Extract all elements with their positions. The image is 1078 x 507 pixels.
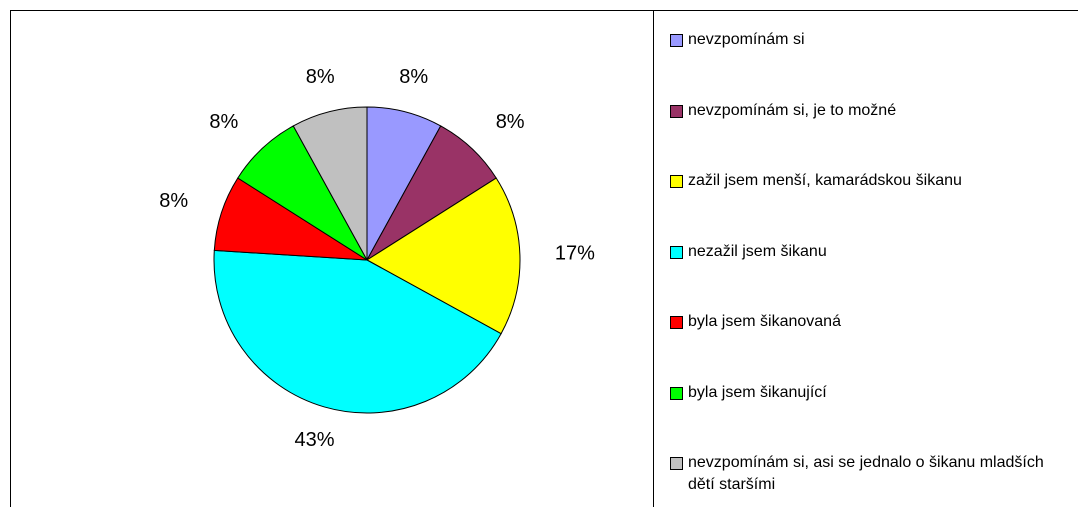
- legend-item: zažil jsem menší, kamarádskou šikanu: [670, 170, 962, 192]
- legend-item: nezažil jsem šikanu: [670, 241, 827, 263]
- data-label: 17%: [555, 242, 595, 264]
- legend-swatch: [670, 104, 683, 118]
- data-label: 8%: [159, 190, 188, 212]
- legend-label: byla jsem šikanovaná: [688, 313, 841, 330]
- legend-label: nevzpomínám si, je to možné: [688, 101, 897, 119]
- data-label: 8%: [496, 111, 525, 133]
- legend-swatch: [670, 245, 683, 259]
- legend-swatch: [670, 316, 683, 329]
- legend-swatch: [670, 175, 683, 188]
- data-label: 8%: [209, 111, 238, 133]
- legend-label: nezažil jsem šikanu: [688, 242, 827, 260]
- legend-item: nevzpomínám si: [670, 29, 805, 51]
- pie-slice: [366, 177, 521, 335]
- legend-label: nevzpomínám si: [688, 31, 805, 48]
- legend-item: byla jsem šikanující: [670, 382, 827, 404]
- data-label: 8%: [306, 66, 335, 88]
- legend-label: zažil jsem menší, kamarádskou šikanu: [688, 172, 962, 189]
- legend-swatch: [670, 457, 683, 470]
- legend-swatch: [670, 34, 683, 47]
- pie-slice: [292, 106, 368, 261]
- legend-swatch: [670, 386, 683, 400]
- legend-item: nevzpomínám si, je to možné: [670, 100, 896, 122]
- legend-item: nevzpomínám si, asi se jednalo o šikanu …: [670, 452, 1050, 496]
- data-label: 43%: [295, 429, 335, 451]
- legend-item: byla jsem šikanovaná: [670, 311, 841, 333]
- legend-label: byla jsem šikanující: [688, 383, 827, 401]
- legend-label: nevzpomínám si, asi se jednalo o šikanu …: [688, 454, 1044, 493]
- chart-border: [10, 10, 1078, 507]
- data-label: 8%: [399, 66, 428, 88]
- pie-slice: [213, 249, 502, 414]
